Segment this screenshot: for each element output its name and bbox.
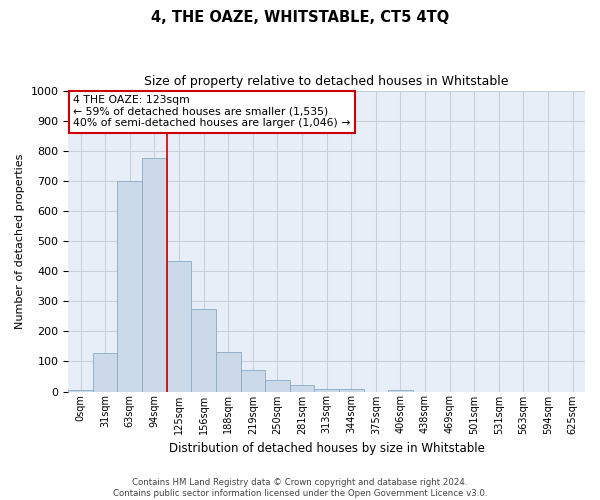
Bar [191, 309, 216, 392]
X-axis label: Distribution of detached houses by size in Whitstable: Distribution of detached houses by size … [169, 442, 485, 455]
Bar [142, 158, 167, 392]
Bar [388, 390, 413, 392]
Text: 4 THE OAZE: 123sqm
← 59% of detached houses are smaller (1,535)
40% of semi-deta: 4 THE OAZE: 123sqm ← 59% of detached hou… [73, 95, 351, 128]
Bar [216, 352, 241, 392]
Bar [265, 380, 290, 392]
Text: 4, THE OAZE, WHITSTABLE, CT5 4TQ: 4, THE OAZE, WHITSTABLE, CT5 4TQ [151, 10, 449, 25]
Y-axis label: Number of detached properties: Number of detached properties [15, 154, 25, 328]
Bar [241, 370, 265, 392]
Bar [93, 353, 118, 392]
Bar [118, 181, 142, 392]
Bar [314, 388, 339, 392]
Bar [68, 390, 93, 392]
Title: Size of property relative to detached houses in Whitstable: Size of property relative to detached ho… [145, 75, 509, 88]
Bar [339, 388, 364, 392]
Text: Contains HM Land Registry data © Crown copyright and database right 2024.
Contai: Contains HM Land Registry data © Crown c… [113, 478, 487, 498]
Bar [290, 385, 314, 392]
Bar [167, 260, 191, 392]
